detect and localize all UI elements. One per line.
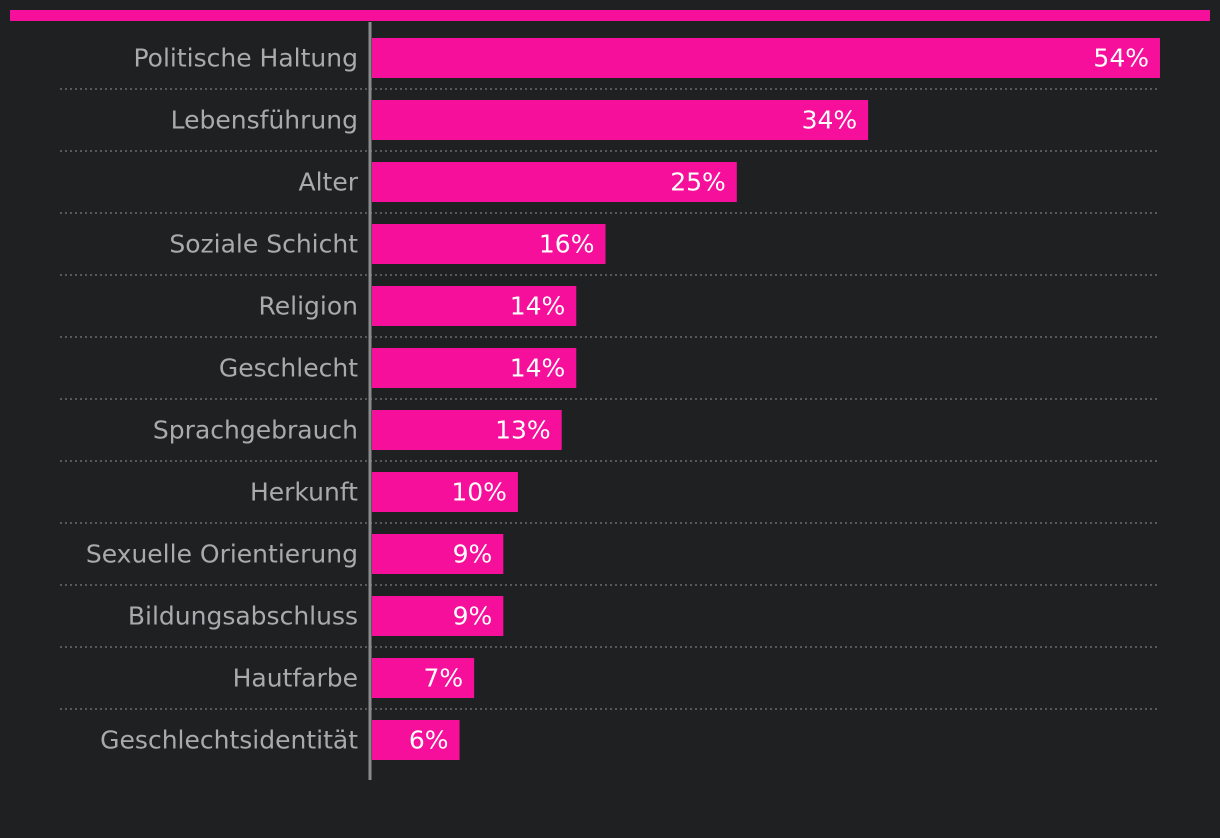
value-label: 16% [539,230,595,259]
bar-1 [372,100,869,140]
bar-2 [372,162,737,202]
value-labels: 54% 34% 25% 16% 14% 14% 13% 10% 9% 9% 7% 6% [409,44,1149,755]
value-label: 25% [670,168,726,197]
value-label: 6% [409,726,449,755]
bar-9 [372,596,504,636]
value-label: 10% [451,478,507,507]
top-accent-bar [10,10,1210,21]
bar-0 [372,38,1160,78]
value-label: 14% [510,292,566,321]
category-label: Soziale Schicht [169,230,358,259]
category-label: Sprachgebrauch [153,416,358,445]
category-label: Politische Haltung [134,44,359,73]
bar-7 [372,472,518,512]
bars [372,38,1160,760]
value-label: 34% [802,106,858,135]
value-label: 14% [510,354,566,383]
category-label: Sexuelle Orientierung [86,540,358,569]
category-label: Geschlechtsidentität [100,726,358,755]
value-label: 7% [423,664,463,693]
bar-10 [372,658,475,698]
value-label: 54% [1093,44,1149,73]
category-labels: Politische Haltung Lebensführung Alter Sozi… [86,44,359,755]
value-label: 13% [495,416,551,445]
category-label: Geschlecht [219,354,358,383]
bar-3 [372,224,606,264]
category-label: Religion [259,292,358,321]
bar-11 [372,720,460,760]
bar-8 [372,534,504,574]
value-label: 9% [453,602,493,631]
category-label: Alter [298,168,358,197]
bar-5 [372,348,577,388]
bar-4 [372,286,577,326]
bar-6 [372,410,562,450]
category-label: Lebensführung [171,106,358,135]
category-label: Bildungsabschluss [128,602,358,631]
category-label: Herkunft [250,478,358,507]
value-label: 9% [453,540,493,569]
row-separators [60,88,1160,710]
category-label: Hautfarbe [233,664,358,693]
